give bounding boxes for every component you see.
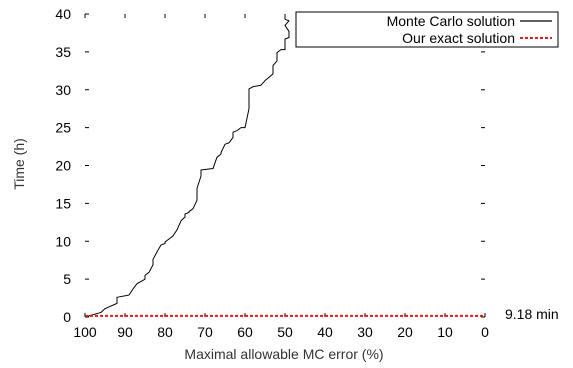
x-tick-label: 70 [197,324,213,340]
x-tick-label: 80 [157,324,173,340]
legend-label-monte-carlo: Monte Carlo solution [387,13,515,29]
y-tick-label: 20 [55,158,71,174]
x-axis-title: Maximal allowable MC error (%) [184,346,383,362]
exact-solution-annotation: 9.18 min [505,306,559,322]
y-tick-label: 0 [63,309,71,325]
x-tick-label: 60 [237,324,253,340]
series-layer [84,14,485,318]
x-tick-label: 0 [481,324,489,340]
y-tick-label: 35 [55,44,71,60]
legend: Monte Carlo solution Our exact solution [295,11,559,48]
x-tick-label: 50 [277,324,293,340]
x-tick-label: 20 [397,324,413,340]
y-tick-label: 25 [55,120,71,136]
y-tick-label: 15 [55,195,71,211]
y-axis-title: Time (h) [11,138,27,190]
x-tick-label: 90 [117,324,133,340]
series-line-monte-carlo [84,14,290,318]
x-tick-label: 10 [437,324,453,340]
y-tick-label: 5 [63,271,71,287]
y-axis-ticks: 0 5 10 15 20 25 30 35 40 [55,6,485,325]
legend-box [295,11,559,48]
x-tick-label: 30 [357,324,373,340]
y-tick-label: 30 [55,82,71,98]
y-tick-label: 10 [55,233,71,249]
legend-label-exact: Our exact solution [402,30,515,46]
y-tick-label: 40 [55,6,71,22]
x-tick-label: 40 [317,324,333,340]
x-axis-ticks: 100 90 80 70 60 50 40 30 20 10 0 [73,14,489,340]
x-tick-label: 100 [73,324,97,340]
